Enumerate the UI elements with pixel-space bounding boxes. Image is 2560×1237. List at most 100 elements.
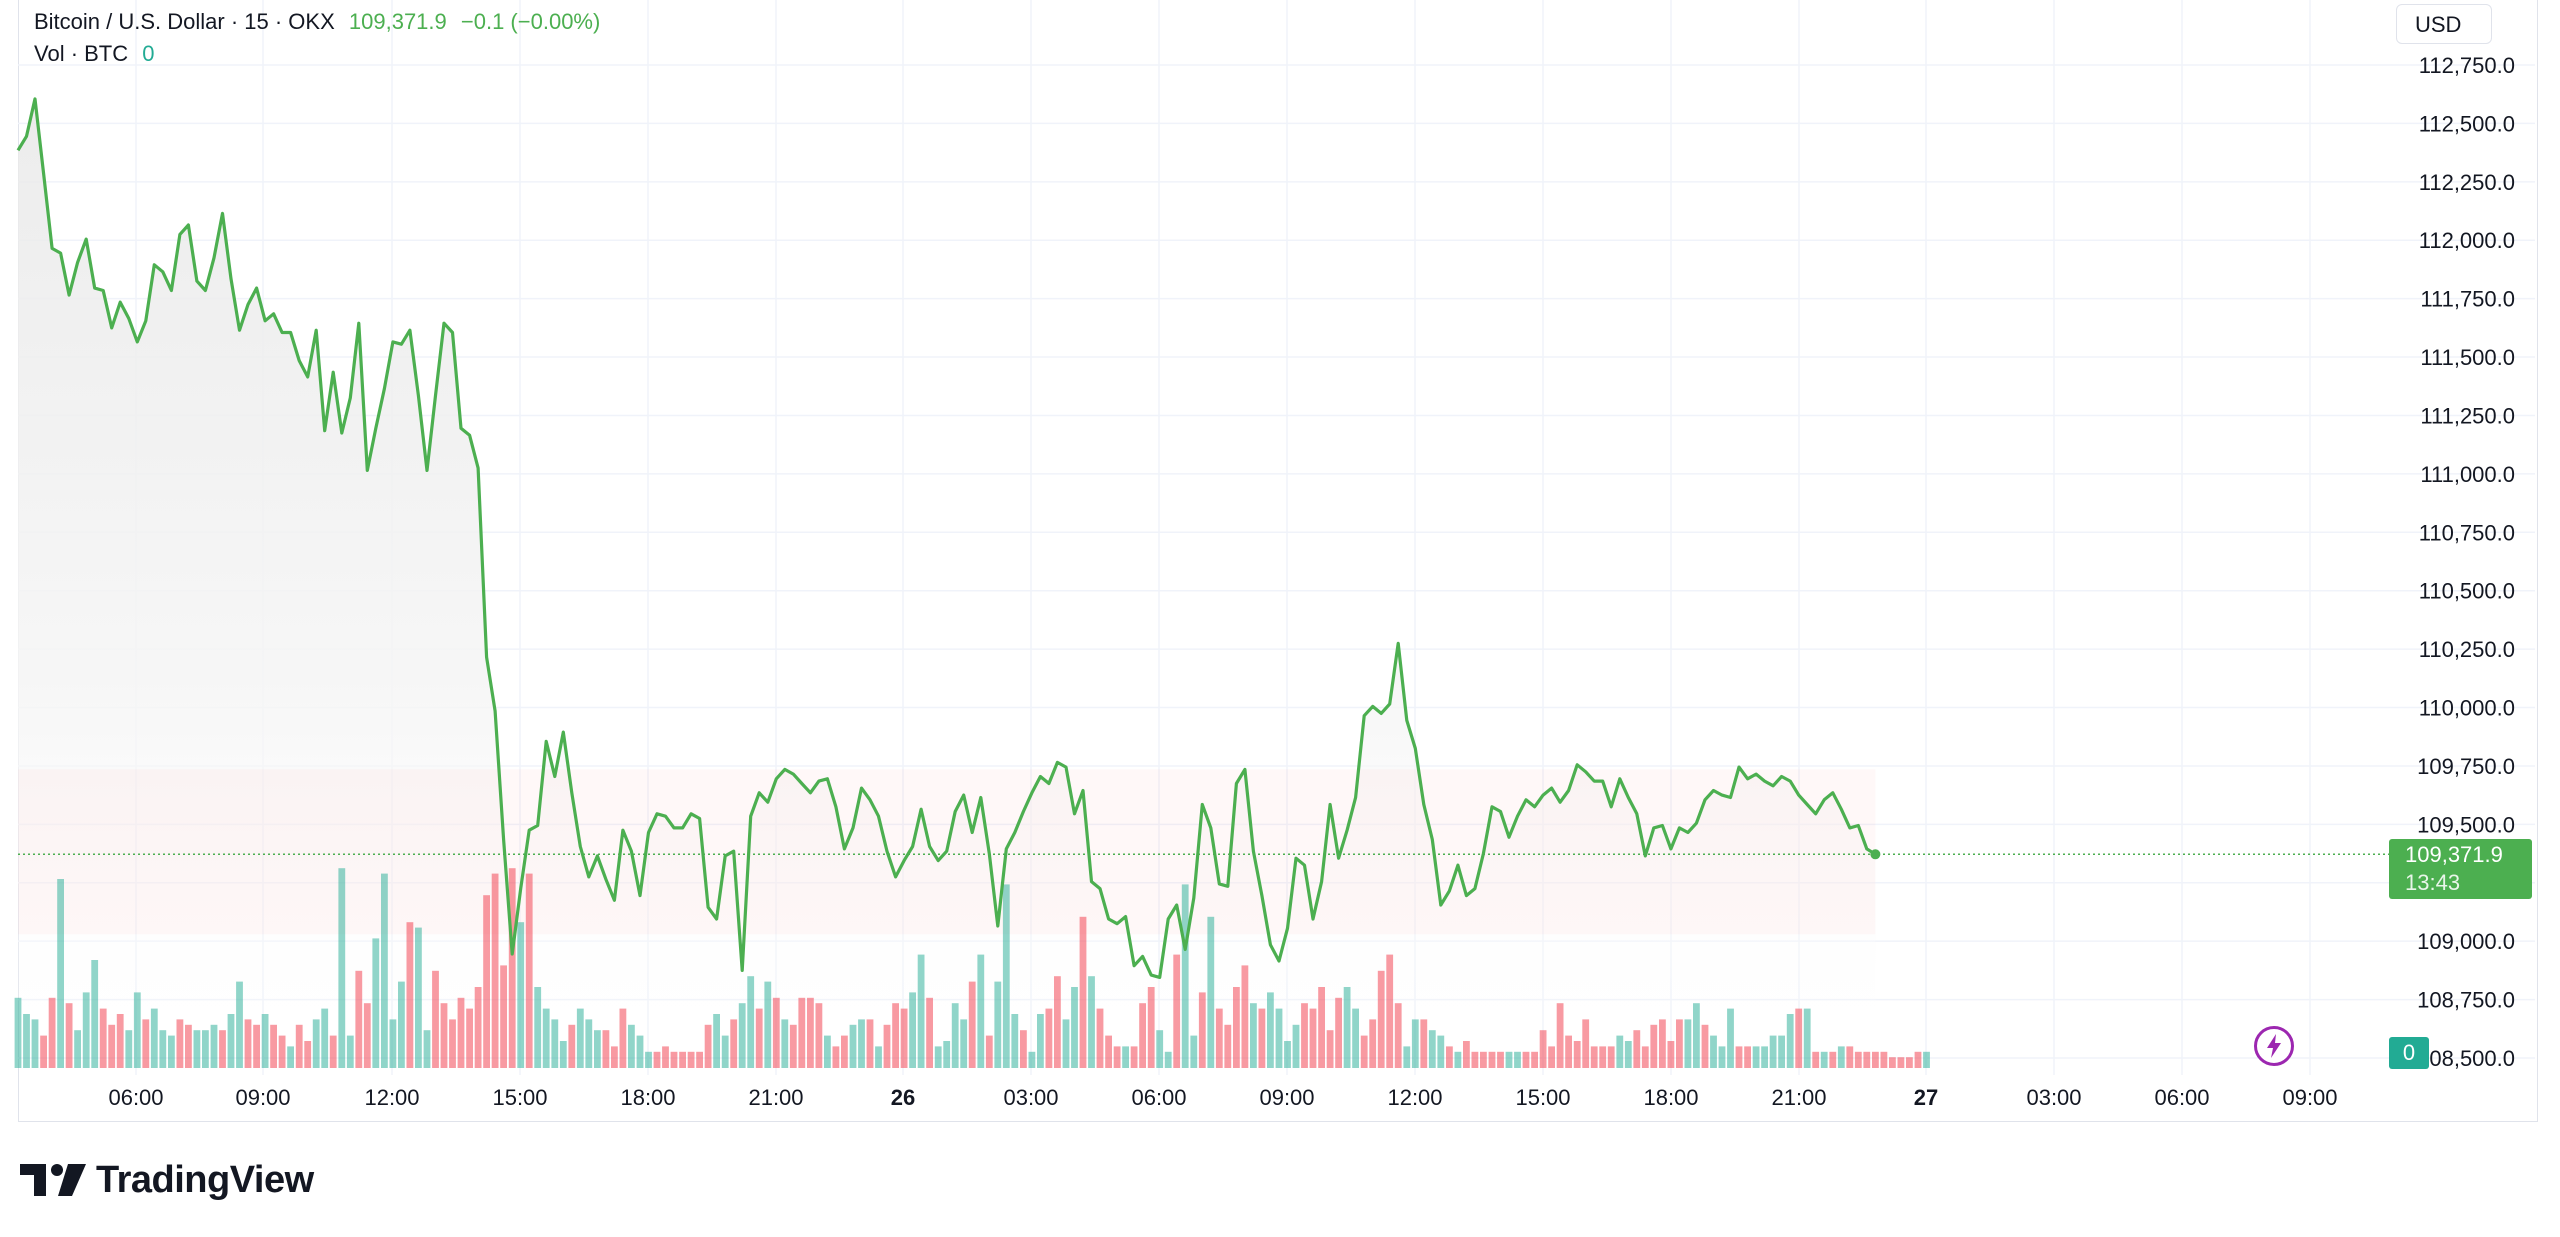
volume-bar	[219, 1030, 226, 1068]
volume-bar	[730, 1019, 738, 1068]
volume-bar	[500, 965, 507, 1068]
volume-bar	[977, 954, 985, 1068]
volume-bar	[1105, 1035, 1112, 1068]
volume-bar	[372, 938, 380, 1068]
volume-bar	[1820, 1051, 1828, 1068]
volume-bar	[1207, 916, 1215, 1068]
volume-bar	[381, 873, 388, 1068]
volume-bar	[883, 1024, 891, 1068]
volume-bar	[125, 1030, 133, 1068]
volume-bar	[781, 1019, 789, 1068]
volume-bar	[1624, 1041, 1632, 1068]
volume-bar	[1215, 1008, 1223, 1068]
volume-bar	[1113, 1046, 1121, 1068]
volume-bar	[1224, 1024, 1232, 1068]
time-axis-tick: 03:00	[1003, 1085, 1058, 1110]
price-axis[interactable]: 112,750.0 112,500.0 112,250.0 112,000.0 111,…	[2417, 53, 2515, 1071]
volume-bar	[841, 1035, 848, 1068]
volume-bar	[1002, 884, 1010, 1068]
price-axis-tick: 109,750.0	[2417, 754, 2515, 779]
volume-bar	[1701, 1024, 1709, 1068]
volume-bar	[1872, 1051, 1879, 1068]
volume-bar	[406, 922, 414, 1068]
volume-bar	[57, 879, 64, 1068]
volume-bar	[1377, 970, 1385, 1068]
time-axis-tick: 09:00	[2282, 1085, 2337, 1110]
price-area-fill	[18, 98, 1876, 1075]
volume-bar	[866, 1019, 874, 1068]
volume-bar	[968, 981, 976, 1068]
bar-countdown: 13:43	[2405, 870, 2461, 895]
time-axis-tick: 21:00	[748, 1085, 803, 1110]
volume-bar	[1437, 1035, 1445, 1068]
volume-bar	[1318, 987, 1325, 1068]
price-axis-tick: 109,500.0	[2417, 812, 2515, 837]
volume-bar	[1522, 1051, 1530, 1068]
volume-bar	[1582, 1019, 1590, 1068]
volume-bar	[1556, 1003, 1564, 1068]
volume-label: Vol · BTC	[34, 41, 129, 66]
time-axis[interactable]: 06:00 09:00 12:00 15:00 18:00 21:00 26 03:00 06:…	[108, 1085, 2337, 1110]
volume-bar	[1565, 1035, 1572, 1068]
volume-bar	[1190, 1035, 1198, 1068]
volume-bar	[909, 992, 916, 1068]
volume-bar	[176, 1019, 184, 1068]
volume-bar	[287, 1046, 294, 1068]
currency-button[interactable]: USD	[2396, 4, 2492, 44]
volume-bar	[1829, 1051, 1837, 1068]
price-axis-tick: 111,500.0	[2420, 345, 2515, 370]
volume-bar	[142, 1019, 150, 1068]
legend-change: −0.1 (−0.00%)	[460, 9, 601, 34]
volume-bar	[1599, 1046, 1607, 1068]
volume-bar	[755, 1008, 763, 1068]
volume-bar	[1369, 1019, 1377, 1068]
volume-bar	[849, 1024, 857, 1068]
price-axis-tick: 110,000.0	[2419, 696, 2515, 721]
volume-bar	[1156, 1030, 1164, 1068]
volume-bar	[1914, 1051, 1922, 1068]
volume-bar	[338, 868, 346, 1068]
volume-bar	[1241, 965, 1249, 1068]
volume-bar	[636, 1035, 644, 1068]
volume-bar	[270, 1024, 277, 1068]
volume-legend[interactable]: Vol · BTC 0	[34, 41, 155, 67]
lightning-button[interactable]	[2254, 1026, 2294, 1066]
volume-bar	[517, 922, 525, 1068]
symbol-legend[interactable]: Bitcoin / U.S. Dollar · 15 · OKX 109,371…	[34, 9, 600, 35]
volume-bar	[1198, 992, 1206, 1068]
volume-bar	[875, 1046, 882, 1068]
volume-bar	[1846, 1046, 1854, 1068]
volume-bar	[798, 997, 806, 1068]
volume-bar	[185, 1024, 192, 1068]
volume-bar	[168, 1035, 175, 1068]
volume-bar	[1786, 1014, 1794, 1068]
price-axis-tick: 111,750.0	[2420, 287, 2515, 312]
volume-bar	[133, 992, 141, 1068]
volume-bar	[1360, 1035, 1368, 1068]
legend-last-price: 109,371.9	[348, 9, 447, 34]
volume-bar	[1446, 1046, 1453, 1068]
volume-axis-label: 0	[2389, 1037, 2429, 1069]
volume-bar	[91, 960, 99, 1068]
symbol-title: Bitcoin / U.S. Dollar · 15 · OKX	[34, 9, 335, 34]
volume-bar	[525, 873, 533, 1068]
volume-bar	[815, 1003, 823, 1068]
volume-bar	[1267, 992, 1274, 1068]
volume-bar	[551, 1019, 559, 1068]
volume-bar	[1326, 1030, 1334, 1068]
volume-bar	[1335, 997, 1342, 1068]
volume-bar	[892, 1003, 899, 1068]
volume-bar	[1054, 976, 1061, 1068]
price-line	[16, 97, 1877, 979]
volume-bar	[1548, 1046, 1555, 1068]
volume-bar	[1803, 1008, 1811, 1068]
volume-bar	[1514, 1051, 1521, 1068]
volume-bar	[1096, 1008, 1104, 1068]
volume-bar	[1497, 1051, 1504, 1068]
tradingview-logo[interactable]: TradingView	[20, 1159, 314, 1201]
volume-bar	[679, 1051, 686, 1068]
volume-bar	[1539, 1030, 1547, 1068]
volume-bar	[1676, 1019, 1683, 1068]
price-axis-tick: 108,750.0	[2417, 988, 2515, 1013]
